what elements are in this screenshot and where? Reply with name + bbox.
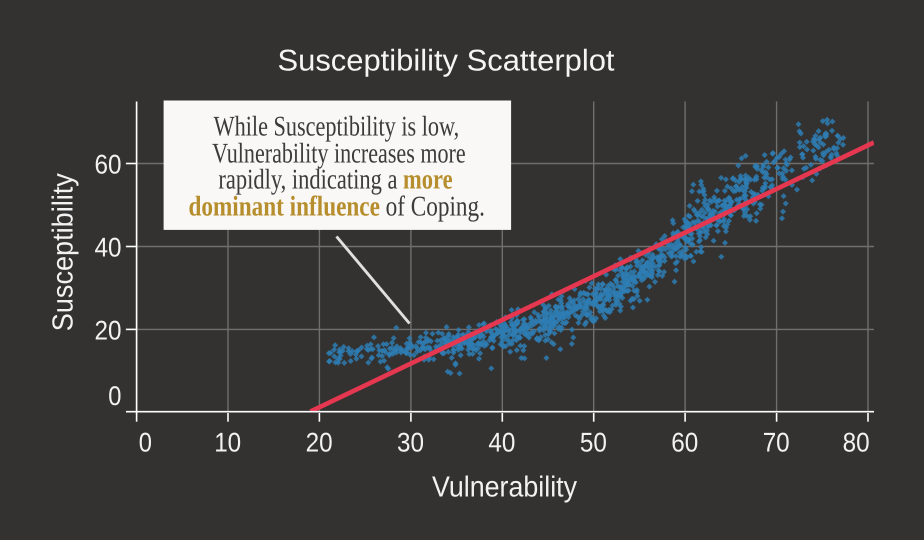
svg-text:40: 40 — [95, 233, 122, 263]
svg-text:0: 0 — [108, 381, 121, 411]
svg-text:Vulnerability increases more: Vulnerability increases more — [212, 139, 465, 170]
svg-text:80: 80 — [843, 427, 870, 457]
svg-text:Vulnerability: Vulnerability — [432, 472, 577, 504]
svg-text:40: 40 — [488, 427, 515, 457]
svg-text:30: 30 — [397, 427, 424, 457]
svg-text:20: 20 — [95, 316, 122, 346]
svg-text:50: 50 — [580, 427, 607, 457]
svg-text:60: 60 — [95, 150, 122, 180]
svg-text:10: 10 — [214, 427, 241, 457]
svg-text:0: 0 — [139, 427, 152, 457]
svg-text:While Susceptibility is low,: While Susceptibility is low, — [214, 112, 460, 143]
svg-text:20: 20 — [306, 427, 333, 457]
svg-text:dominant influence of Coping.: dominant influence of Coping. — [188, 192, 484, 223]
svg-text:70: 70 — [763, 427, 790, 457]
svg-text:Susceptibility: Susceptibility — [48, 173, 80, 331]
svg-text:60: 60 — [671, 427, 698, 457]
svg-text:rapidly, indicating a more: rapidly, indicating a more — [218, 165, 452, 196]
svg-text:Susceptibility Scatterplot: Susceptibility Scatterplot — [278, 45, 616, 78]
